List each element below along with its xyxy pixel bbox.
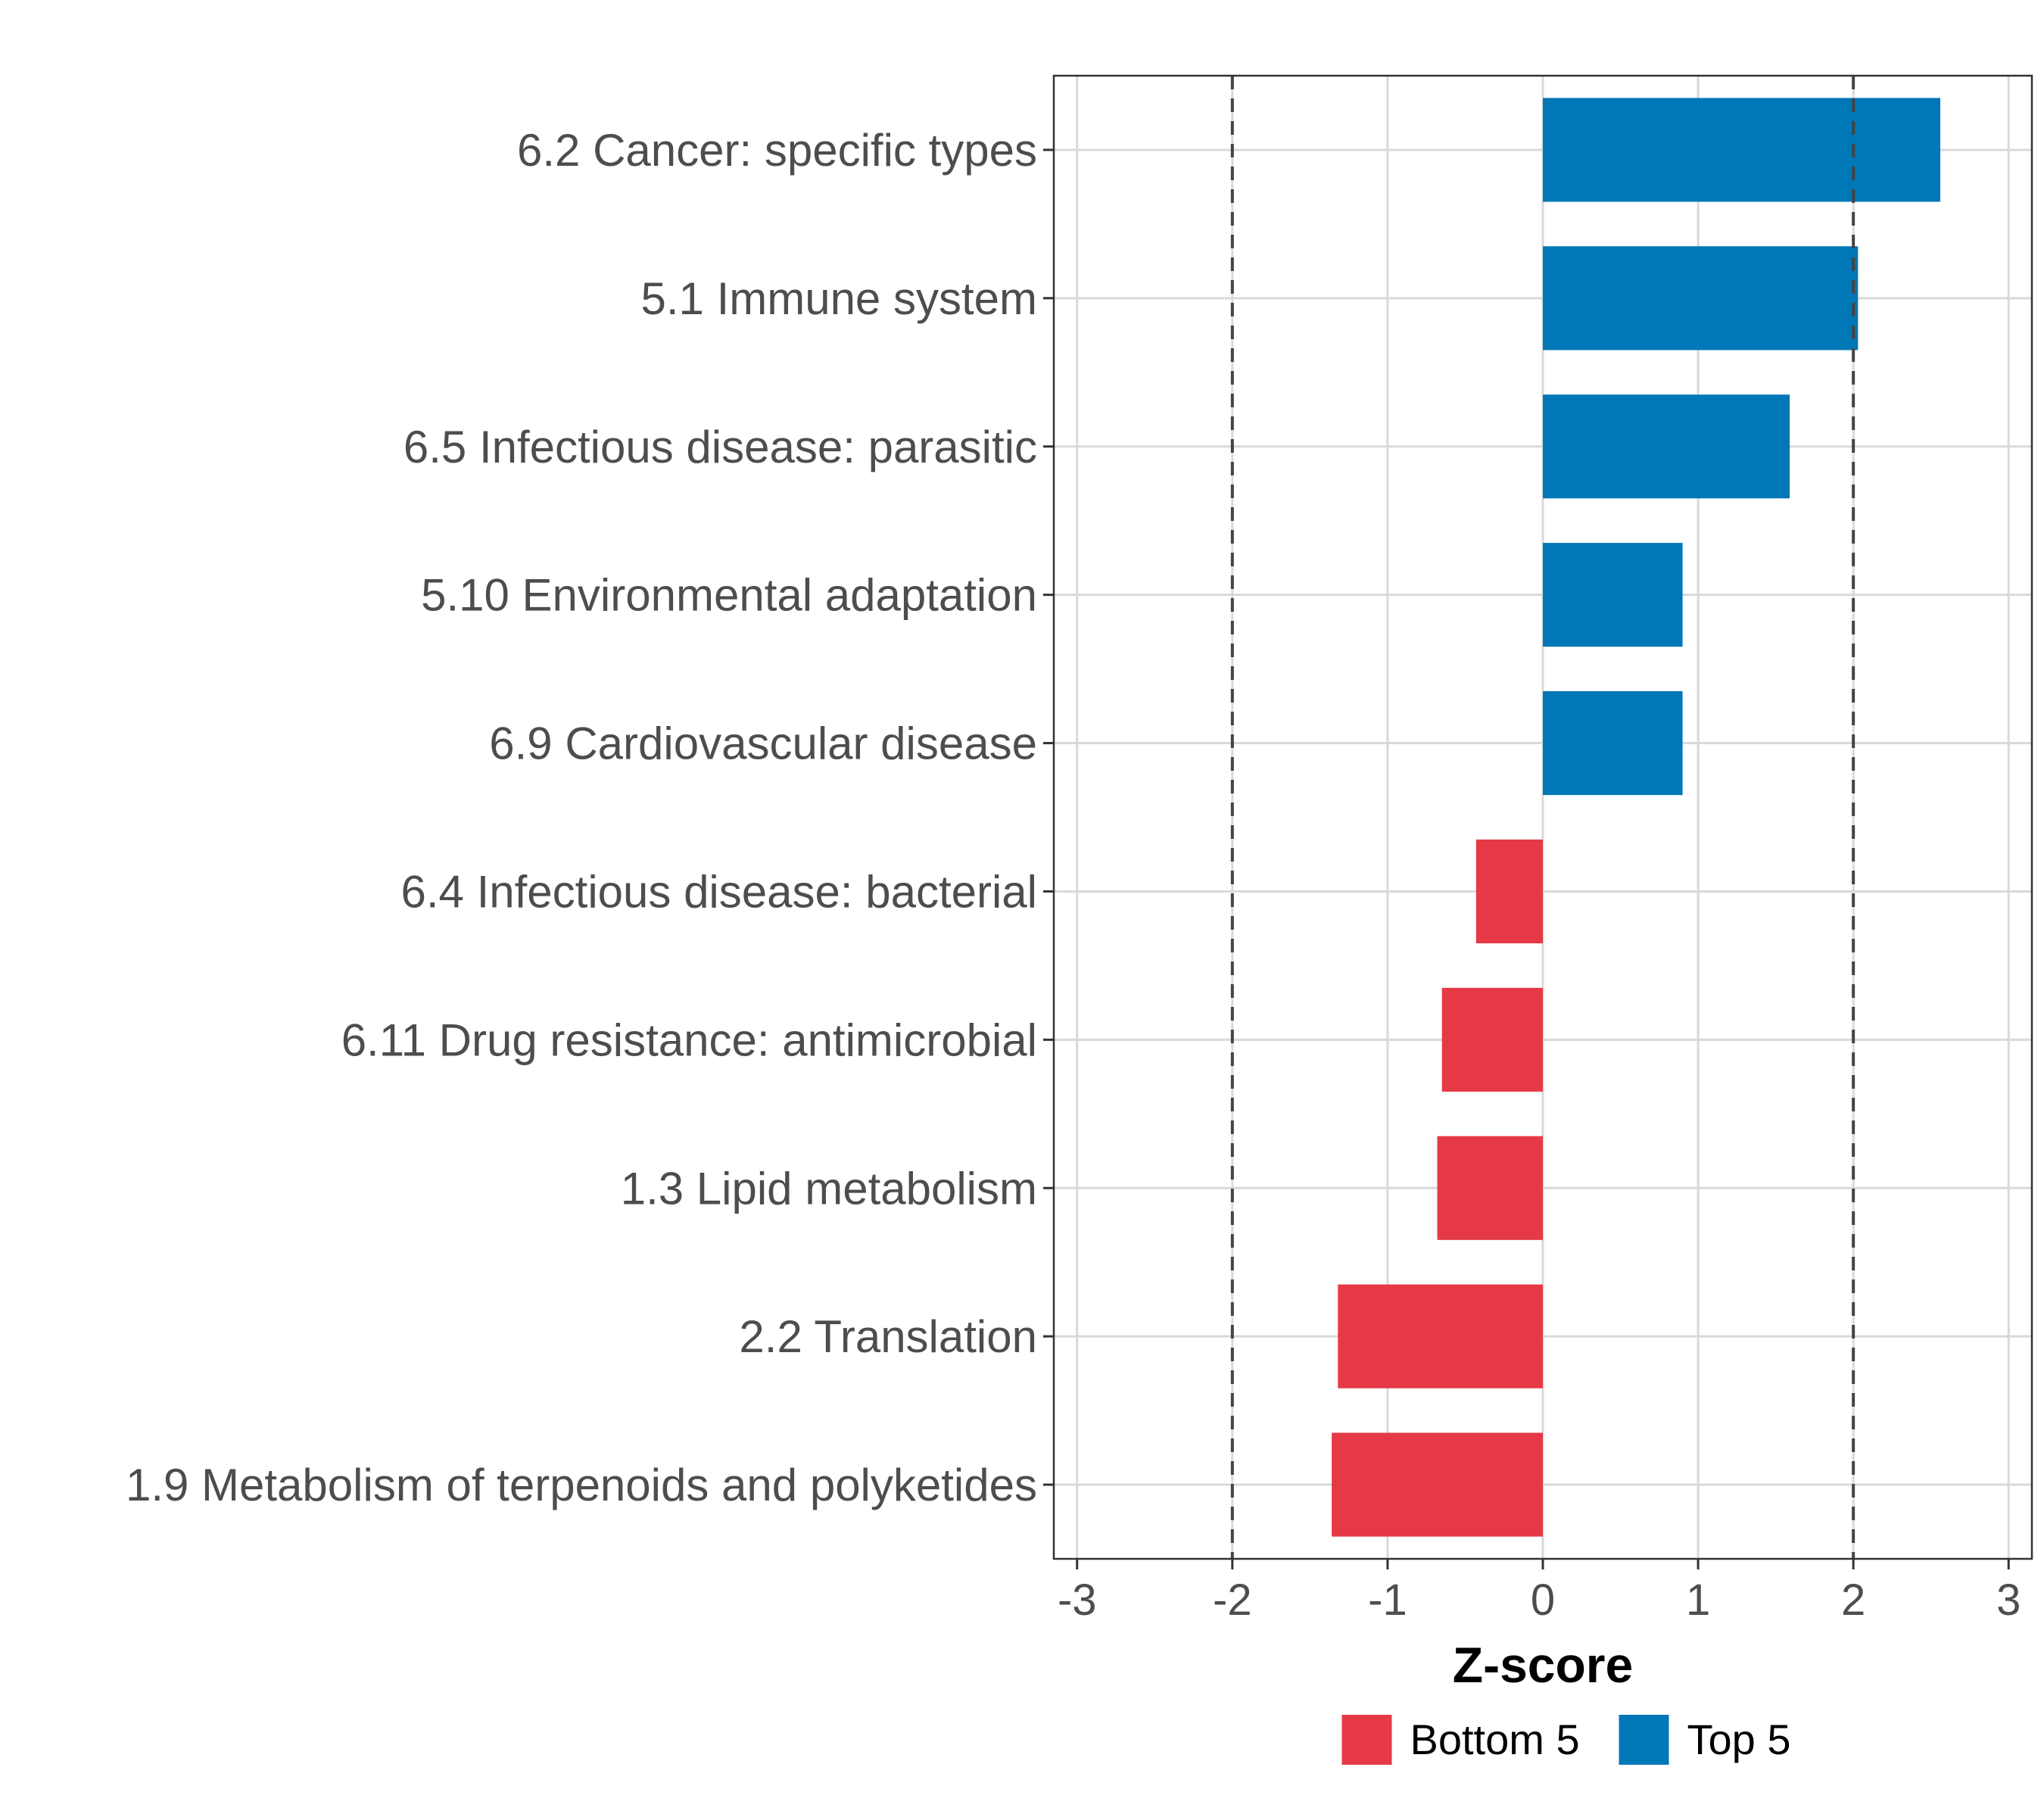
- x-tick-label: -3: [1058, 1575, 1097, 1625]
- category-label: 6.2 Cancer: specific types: [517, 125, 1037, 176]
- legend-label: Bottom 5: [1410, 1716, 1580, 1763]
- x-tick-label: 1: [1686, 1575, 1710, 1625]
- x-tick-label: -2: [1213, 1575, 1252, 1625]
- bar-3: [1543, 394, 1790, 499]
- legend-swatch: [1341, 1715, 1392, 1765]
- x-axis-ticks: -3 -2 -1 0 1 2 3: [1058, 1559, 2021, 1625]
- bar-5: [1543, 690, 1683, 796]
- bar-1: [1543, 98, 1941, 202]
- category-label: 5.10 Environmental adaptation: [421, 570, 1037, 621]
- bar-7: [1441, 987, 1543, 1092]
- legend: Bottom 5 Top 5: [1341, 1715, 1791, 1765]
- y-axis-ticks: 6.2 Cancer: specific types 5.1 Immune sys…: [126, 125, 1054, 1510]
- legend-swatch: [1619, 1715, 1669, 1765]
- x-tick-label: -1: [1368, 1575, 1407, 1625]
- category-label: 6.4 Infectious disease: bacterial: [401, 866, 1038, 917]
- bar-4: [1543, 543, 1683, 647]
- category-label: 2.2 Translation: [739, 1311, 1037, 1362]
- category-label: 6.9 Cardiovascular disease: [489, 718, 1037, 769]
- x-tick-label: 0: [1531, 1575, 1555, 1625]
- reference-lines: [1230, 76, 1855, 1559]
- x-tick-label: 3: [1996, 1575, 2021, 1625]
- category-label: 5.1 Immune system: [640, 273, 1037, 324]
- x-axis-title: Z-score: [1453, 1637, 1633, 1693]
- bars: [1332, 98, 1941, 1537]
- bar-2: [1543, 246, 1859, 351]
- x-tick-label: 2: [1841, 1575, 1865, 1625]
- legend-label: Top 5: [1687, 1716, 1791, 1763]
- category-label: 1.9 Metabolism of terpenoids and polyket…: [126, 1460, 1037, 1510]
- bar-10: [1332, 1432, 1543, 1537]
- category-label: 1.3 Lipid metabolism: [621, 1163, 1037, 1214]
- bar-9: [1338, 1284, 1543, 1388]
- bar-6: [1475, 839, 1543, 944]
- category-label: 6.5 Infectious disease: parasitic: [404, 422, 1037, 472]
- bar-8: [1437, 1136, 1543, 1240]
- category-label: 6.11 Drug resistance: antimicrobial: [341, 1014, 1037, 1065]
